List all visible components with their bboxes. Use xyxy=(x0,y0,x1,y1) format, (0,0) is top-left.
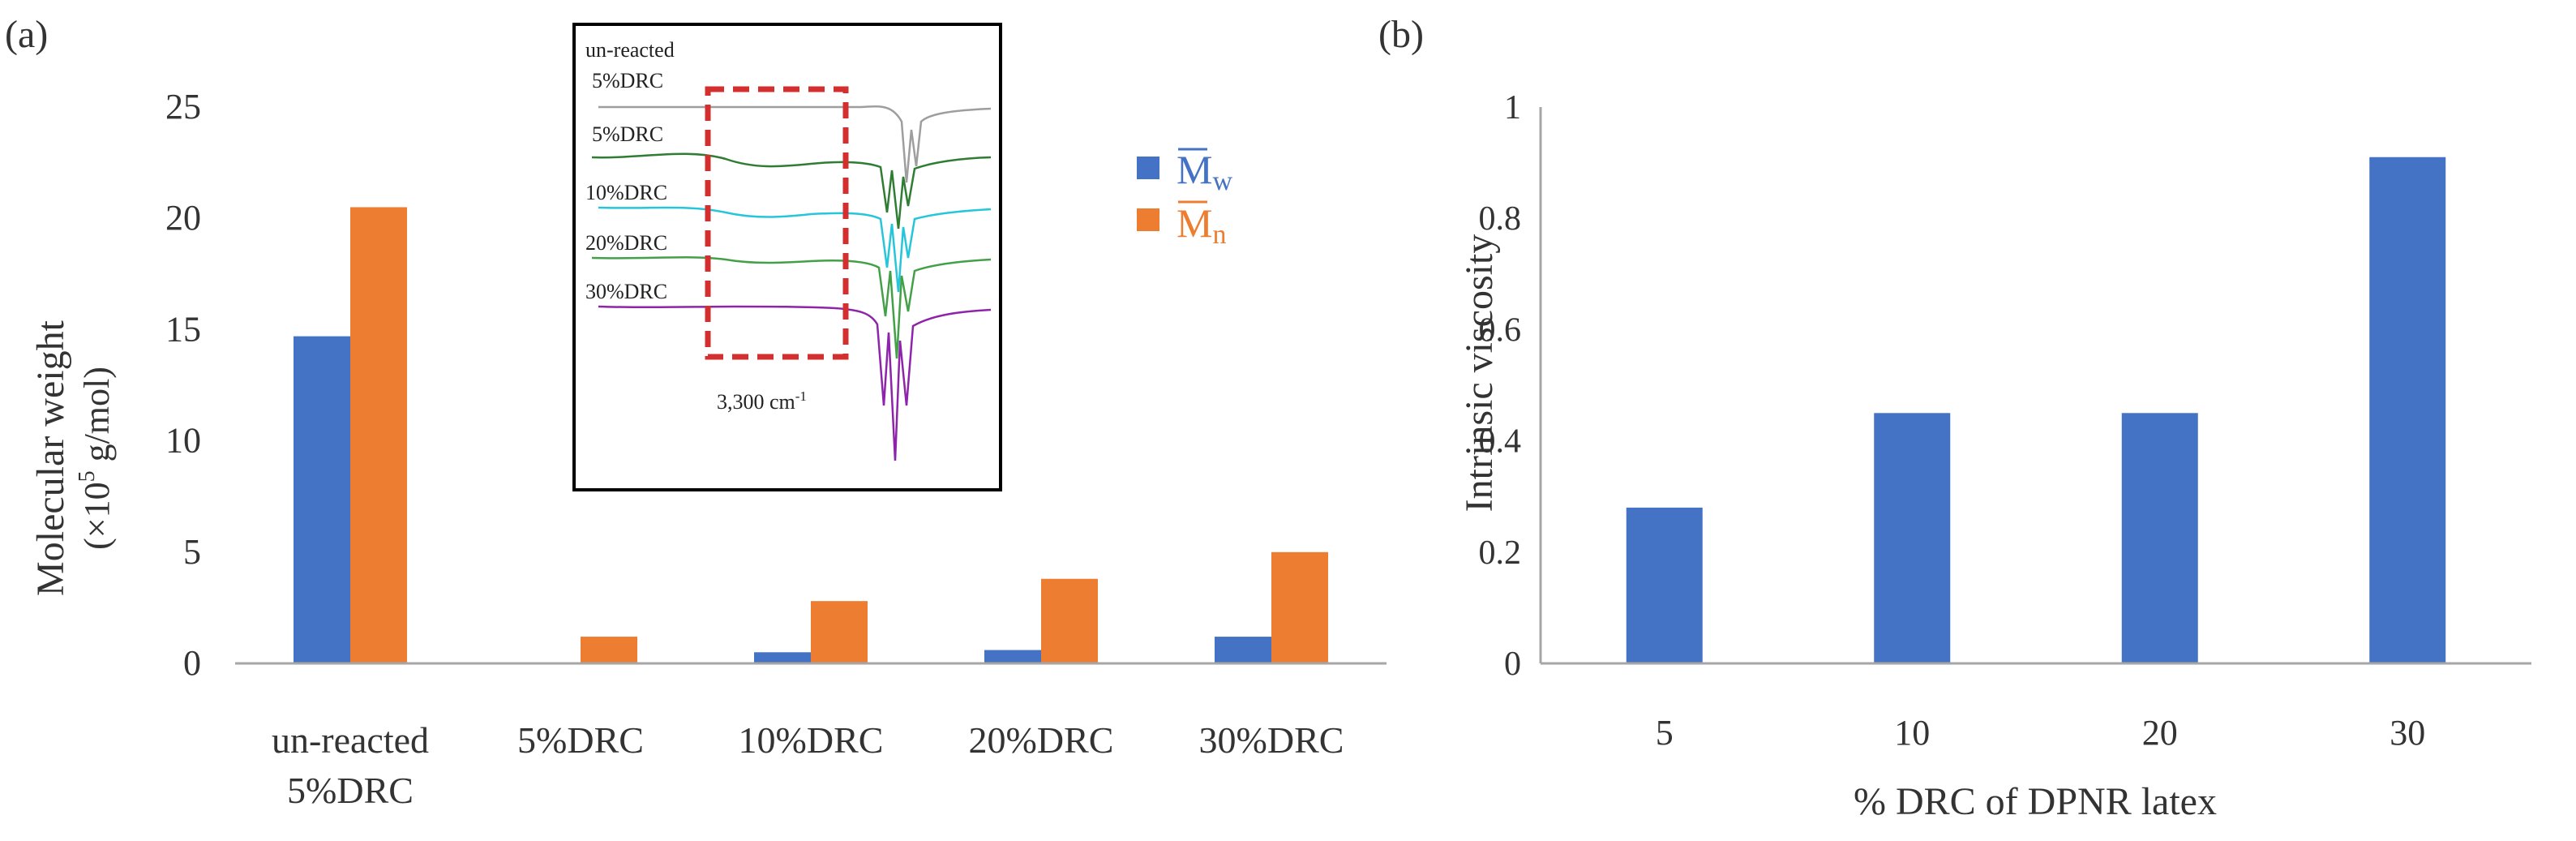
y-tick-label-a: 0 xyxy=(183,643,201,683)
x-tick-label-a: 10%DRC xyxy=(739,719,884,761)
ftir-line-20drc xyxy=(591,256,992,359)
y-tick-label-a: 10 xyxy=(165,421,201,461)
inset-label-group: un-reacted 5%DRC 5%DRC 10%DRC 20%DRC 30%… xyxy=(585,38,675,303)
y-tick-label-a: 5 xyxy=(183,532,201,572)
y-tick-label-a: 20 xyxy=(165,198,201,238)
y-tick-labels-b: 0 0.2 0.4 0.6 0.8 1 xyxy=(1479,89,1522,683)
bars-a xyxy=(294,207,1328,664)
legend-a: Mw Mn xyxy=(1137,147,1232,250)
y-tick-label-b: 0.8 xyxy=(1479,200,1522,238)
y-tick-labels-a: 0 5 10 15 20 25 xyxy=(165,87,201,683)
y-tick-label-a: 15 xyxy=(165,309,201,349)
panel-b: (b) Intrinsic viscosity 0 0.2 0.4 0.6 0.8 1 5… xyxy=(1378,13,2531,823)
inset-label-5drc-a: 5%DRC xyxy=(592,69,663,92)
inset-label-5drc-b: 5%DRC xyxy=(592,122,663,146)
x-tick-label-a: 30%DRC xyxy=(1199,719,1344,761)
bar-mw-3 xyxy=(984,650,1041,663)
x-tick-label-b: 10 xyxy=(1894,713,1930,753)
bar-mn-3 xyxy=(1041,578,1098,663)
x-tick-label-b: 30 xyxy=(2390,713,2425,753)
bar-iv-0 xyxy=(1626,507,1703,663)
bar-mn-1 xyxy=(581,637,637,663)
bar-mn-2 xyxy=(811,601,868,663)
y-tick-label-b: 0.4 xyxy=(1479,423,1522,461)
bar-mn-4 xyxy=(1271,551,1328,663)
legend-swatch-mw xyxy=(1137,157,1159,179)
y-tick-label-b: 0.6 xyxy=(1479,311,1522,349)
legend-label-mn: Mn xyxy=(1177,200,1226,250)
legend-swatch-mn xyxy=(1137,208,1159,231)
inset-frame xyxy=(572,23,1002,491)
inset-label-unreacted: un-reacted xyxy=(585,38,675,62)
inset-ftir: un-reacted 5%DRC 5%DRC 10%DRC 20%DRC 30%… xyxy=(572,23,1002,491)
y-axis-title-line1: Molecular weight xyxy=(29,320,72,596)
legend-item-mw: Mw xyxy=(1137,147,1232,196)
y-tick-label-b: 1 xyxy=(1504,89,1521,127)
legend-item-mn: Mn xyxy=(1137,200,1226,250)
bar-mn-0 xyxy=(350,207,407,664)
x-axis-title-b: % DRC of DPNR latex xyxy=(1854,780,2217,823)
bar-iv-3 xyxy=(2369,157,2446,664)
x-tick-label-a: un-reacted xyxy=(272,719,429,761)
ftir-line-30drc xyxy=(598,305,992,461)
inset-annotation: 3,300 cm-1 xyxy=(717,388,807,414)
y-axis-title-line2: (×105 g/mol) xyxy=(75,367,117,550)
x-tick-label-b: 5 xyxy=(1656,713,1674,753)
y-axis-title-b: Intrinsic viscosity xyxy=(1458,234,1501,513)
panel-label-a: (a) xyxy=(5,13,48,56)
y-tick-label-b: 0 xyxy=(1504,646,1521,683)
ftir-line-10drc xyxy=(598,206,992,293)
y-tick-label-a: 25 xyxy=(165,87,201,127)
x-tick-label-a: 5%DRC xyxy=(517,719,644,761)
x-tick-label-b: 20 xyxy=(2142,713,2178,753)
bars-b xyxy=(1626,157,2446,664)
bar-iv-2 xyxy=(2121,413,2198,663)
x-tick-labels-a: un-reacted 5%DRC 5%DRC 10%DRC 20%DRC 30%DRC xyxy=(272,719,1344,811)
inset-label-20drc: 20%DRC xyxy=(585,231,667,255)
inset-label-10drc: 10%DRC xyxy=(585,181,667,204)
ftir-line-unreacted xyxy=(598,105,992,183)
x-tick-labels-b: 5 10 20 30 xyxy=(1656,713,2426,753)
legend-label-mw: Mw xyxy=(1177,147,1232,196)
panel-a: (a) Molecular weight (×105 g/mol) 0 5 10 15… xyxy=(5,13,1387,811)
y-tick-label-b: 0.2 xyxy=(1479,534,1522,572)
x-tick-label-a: 20%DRC xyxy=(969,719,1114,761)
panel-label-b: (b) xyxy=(1378,13,1424,56)
bar-mw-0 xyxy=(294,336,350,663)
bar-mw-4 xyxy=(1215,637,1271,663)
ftir-line-5drc xyxy=(591,152,992,230)
bar-iv-1 xyxy=(1874,413,1951,663)
bar-mw-2 xyxy=(754,652,811,663)
y-axis-title-a: Molecular weight (×105 g/mol) xyxy=(29,320,117,596)
inset-label-30drc: 30%DRC xyxy=(585,280,667,303)
x-tick-label-a: 5%DRC xyxy=(287,770,414,811)
